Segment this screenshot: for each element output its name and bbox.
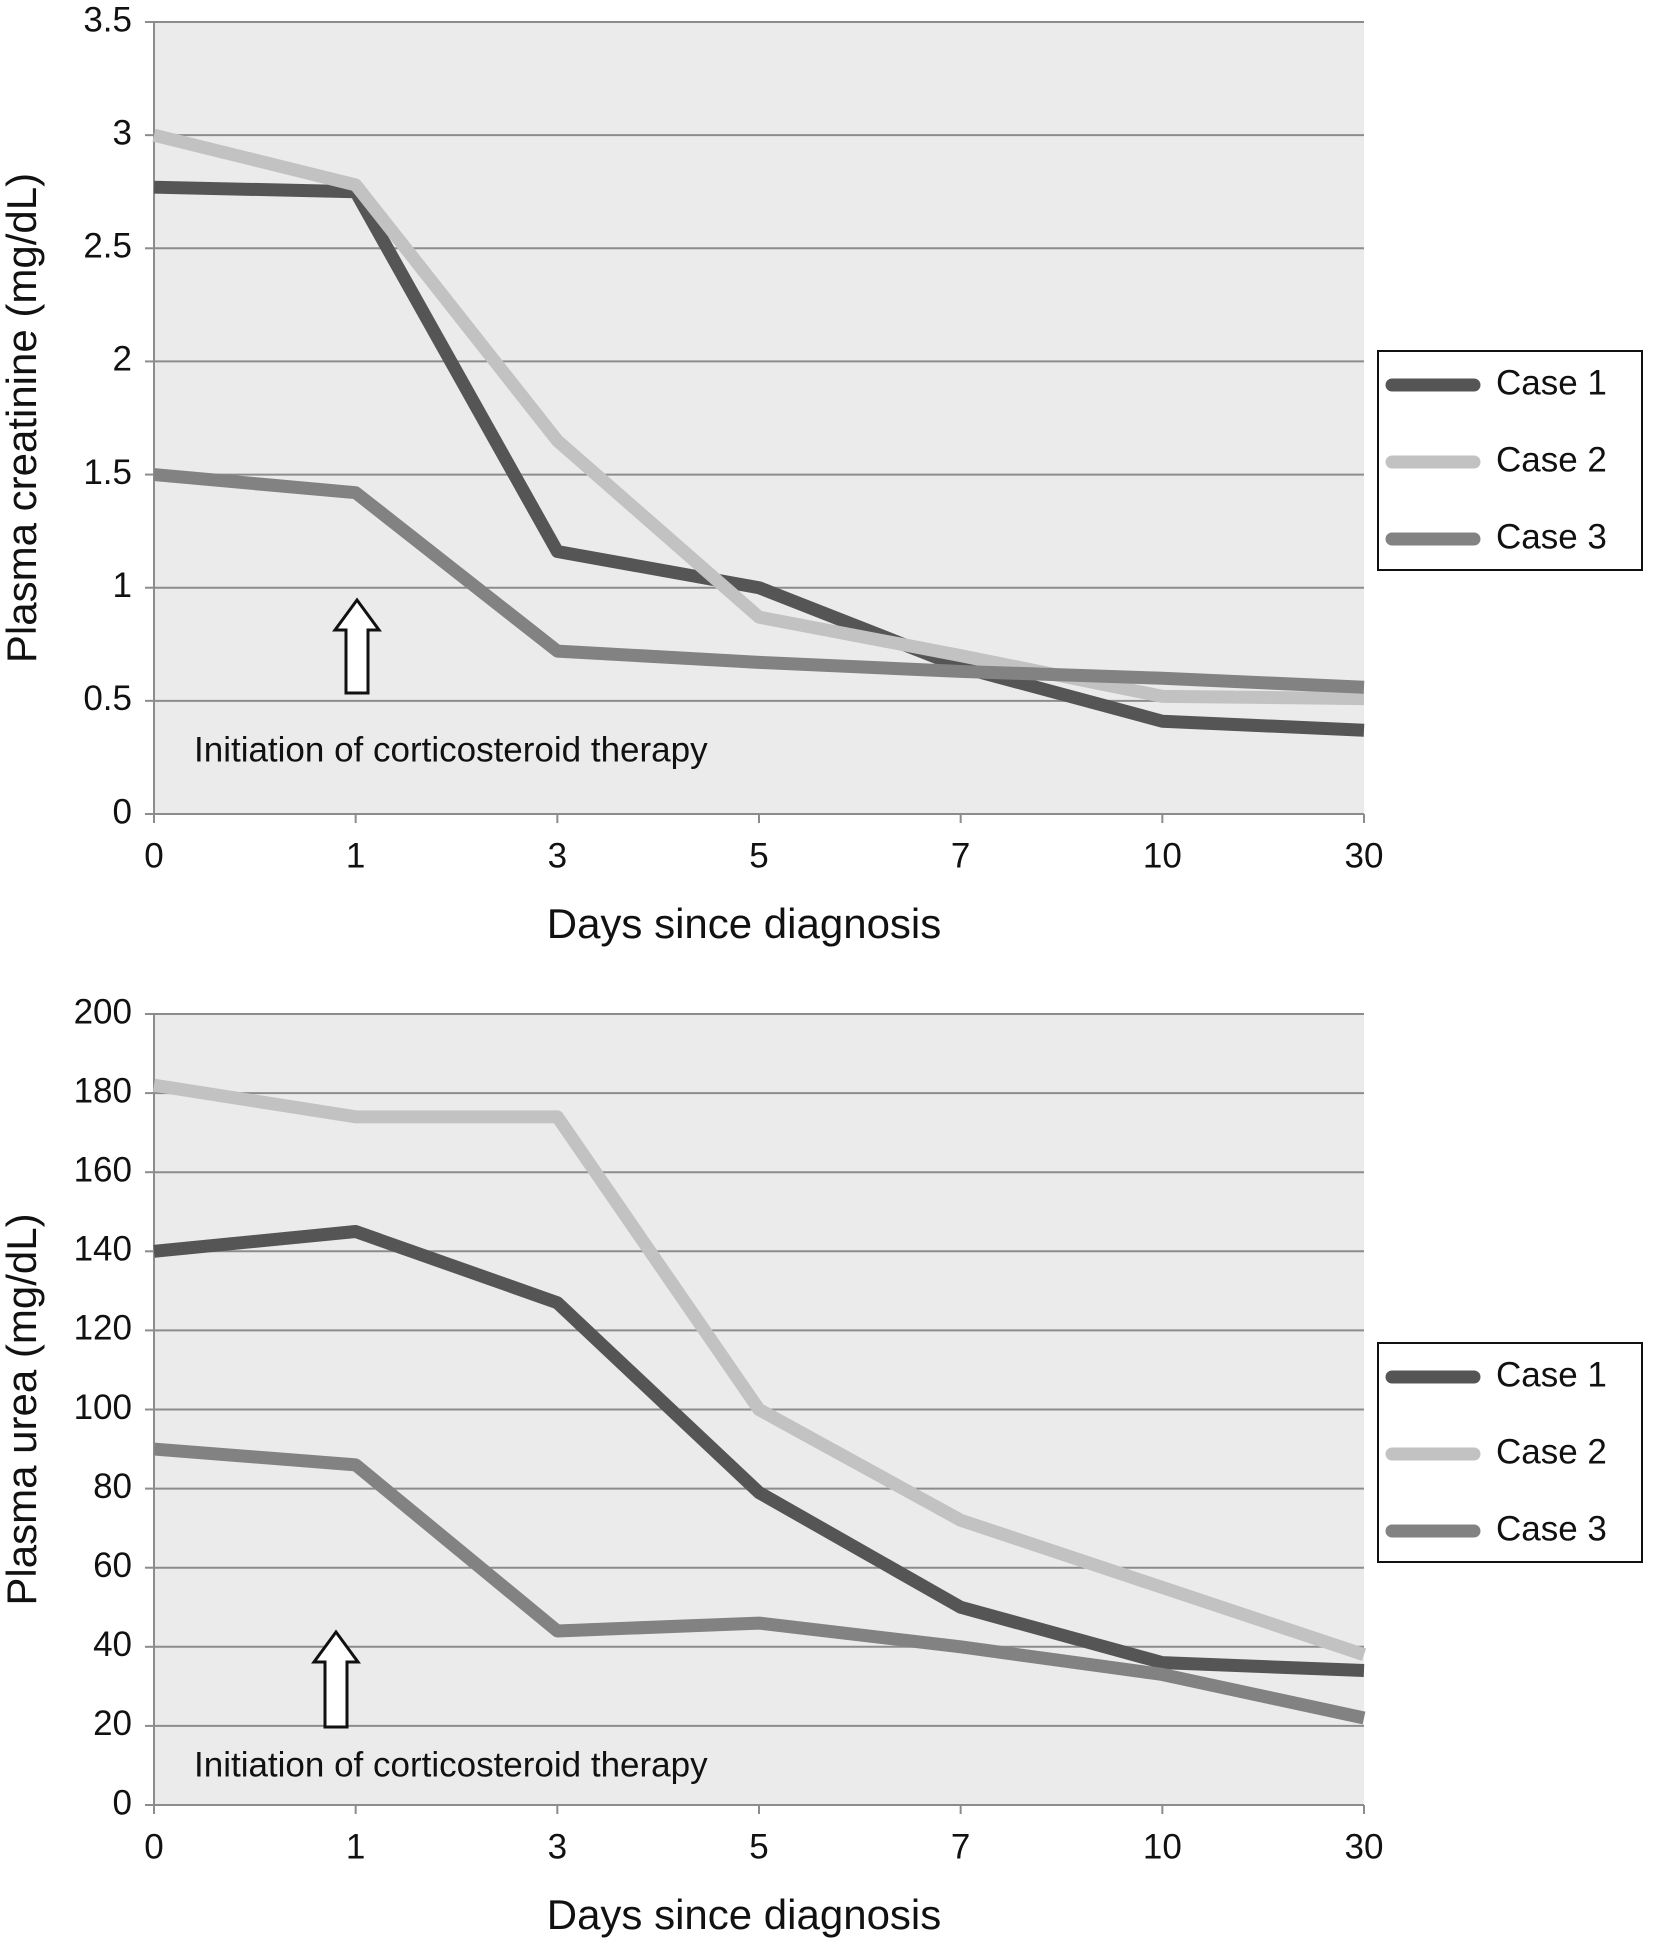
- annotation: Initiation of corticosteroid therapy: [194, 730, 708, 769]
- x-tick-label: 7: [951, 836, 970, 875]
- x-tick-label: 10: [1143, 836, 1182, 875]
- y-tick-label: 40: [93, 1625, 132, 1664]
- y-tick-label: 160: [74, 1150, 132, 1189]
- x-axis-title: Days since diagnosis: [547, 1891, 942, 1938]
- y-tick-label: 60: [93, 1546, 132, 1585]
- annotation-arrow: [332, 597, 382, 695]
- series-line: [153, 1442, 1366, 1725]
- x-tick-label: 0: [144, 1827, 163, 1866]
- series-line: [153, 1225, 1365, 1678]
- series-line: [152, 128, 1365, 706]
- annotation-arrow: [311, 1629, 361, 1729]
- legend-label: Case 3: [1496, 1509, 1607, 1548]
- y-tick-label: 3.5: [83, 0, 132, 39]
- legend-label: Case 2: [1496, 1432, 1607, 1471]
- x-tick-label: 3: [548, 1827, 567, 1866]
- x-tick-label: 5: [749, 1827, 768, 1866]
- y-tick-label: 2: [113, 340, 132, 379]
- annotation: Initiation of corticosteroid therapy: [194, 1745, 708, 1784]
- x-tick-label: 30: [1345, 1827, 1384, 1866]
- x-tick-label: 10: [1143, 1827, 1182, 1866]
- y-tick-label: 1.5: [83, 453, 132, 492]
- y-tick-label: 3: [113, 113, 132, 152]
- x-tick-label: 1: [346, 836, 365, 875]
- legend-label: Case 1: [1496, 1355, 1607, 1394]
- y-tick-label: 20: [93, 1704, 132, 1743]
- x-tick-label: 0: [144, 836, 163, 875]
- legend-label: Case 1: [1496, 363, 1607, 402]
- x-tick-label: 3: [548, 836, 567, 875]
- x-tick-label: 5: [749, 836, 768, 875]
- y-tick-label: 0: [113, 792, 132, 831]
- y-tick-label: 200: [74, 992, 132, 1031]
- x-tick-label: 7: [951, 1827, 970, 1866]
- legend-label: Case 2: [1496, 440, 1607, 479]
- y-tick-label: 0: [113, 1783, 132, 1822]
- series-line: [153, 468, 1365, 694]
- x-axis-title: Days since diagnosis: [547, 900, 942, 947]
- y-tick-label: 180: [74, 1071, 132, 1110]
- legend-label: Case 3: [1496, 517, 1607, 556]
- y-tick-label: 80: [93, 1467, 132, 1506]
- y-tick-label: 1: [113, 566, 132, 605]
- y-axis-title: Plasma urea (mg/dL): [0, 1213, 45, 1605]
- y-tick-label: 120: [74, 1309, 132, 1348]
- x-tick-label: 30: [1345, 836, 1384, 875]
- y-axis-title: Plasma creatinine (mg/dL): [0, 173, 45, 663]
- y-tick-label: 2.5: [83, 227, 132, 266]
- y-tick-label: 100: [74, 1388, 132, 1427]
- y-tick-label: 140: [74, 1230, 132, 1269]
- series-line: [152, 1078, 1367, 1661]
- x-tick-label: 1: [346, 1827, 365, 1866]
- y-tick-label: 0.5: [83, 679, 132, 718]
